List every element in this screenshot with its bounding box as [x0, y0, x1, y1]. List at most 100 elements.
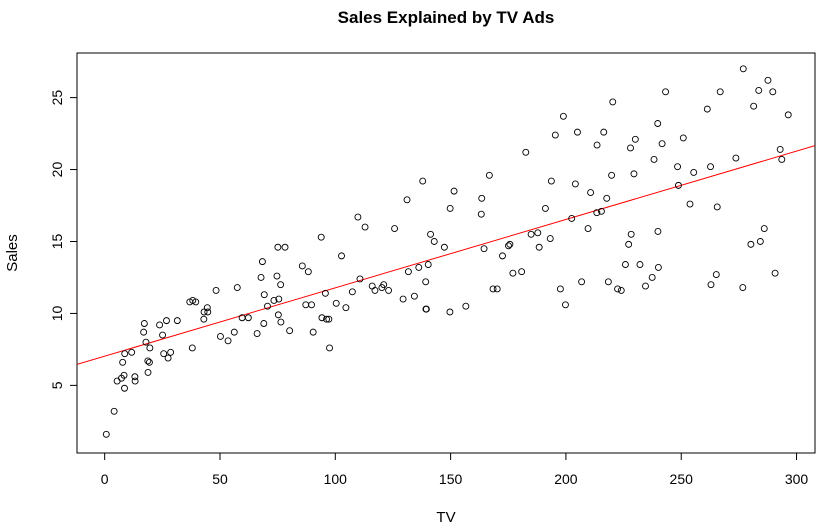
- chart-title: Sales Explained by TV Ads: [338, 8, 555, 27]
- data-point: [690, 168, 698, 176]
- data-point: [156, 321, 164, 329]
- data-point: [131, 377, 139, 385]
- data-point: [192, 298, 200, 306]
- data-point: [679, 134, 687, 142]
- data-point: [509, 269, 517, 277]
- data-point: [480, 245, 488, 253]
- data-point: [230, 328, 238, 336]
- regression-line: [77, 145, 815, 365]
- data-point: [102, 430, 110, 438]
- x-tick-label: 100: [324, 471, 348, 487]
- data-point: [304, 268, 312, 276]
- y-tick-label: 20: [49, 162, 65, 178]
- data-point: [631, 135, 639, 143]
- data-point: [354, 213, 362, 221]
- data-point: [593, 209, 601, 217]
- data-point: [764, 76, 772, 84]
- data-point: [260, 320, 268, 327]
- data-point: [648, 274, 656, 281]
- data-point: [621, 261, 629, 268]
- data-point: [707, 163, 714, 171]
- data-point: [140, 328, 148, 336]
- data-point: [625, 240, 633, 248]
- data-point: [450, 187, 458, 195]
- data-point: [404, 268, 412, 276]
- data-point: [654, 120, 662, 127]
- data-point: [275, 295, 283, 303]
- data-point: [188, 344, 196, 352]
- data-point: [617, 286, 625, 294]
- data-point: [636, 261, 644, 268]
- data-point: [302, 301, 310, 309]
- data-point: [556, 285, 564, 293]
- data-point: [298, 262, 306, 270]
- data-point: [654, 227, 662, 235]
- data-point: [603, 194, 611, 202]
- data-point: [424, 261, 432, 268]
- data-point: [562, 301, 569, 309]
- data-point: [422, 278, 430, 286]
- data-point: [546, 235, 554, 243]
- x-tick-label: 300: [785, 471, 809, 487]
- data-point: [650, 156, 658, 163]
- data-point: [204, 308, 212, 316]
- data-point: [485, 171, 493, 179]
- y-axis-label: Sales: [4, 234, 21, 272]
- data-point: [145, 358, 153, 366]
- data-point: [675, 181, 682, 189]
- data-point: [258, 258, 266, 266]
- data-point: [559, 112, 567, 120]
- data-point: [260, 291, 268, 299]
- data-point: [527, 230, 535, 238]
- data-point: [323, 315, 330, 323]
- data-point: [142, 338, 150, 346]
- data-point: [128, 348, 136, 356]
- data-point: [144, 357, 152, 365]
- data-point: [776, 145, 784, 153]
- data-point: [167, 348, 175, 356]
- data-point: [430, 238, 438, 245]
- data-point: [422, 305, 430, 313]
- x-axis: 0 50 100 150 200 250 300: [101, 452, 809, 487]
- data-point: [273, 272, 281, 280]
- data-point: [662, 88, 670, 96]
- y-tick-label: 15: [49, 233, 65, 249]
- data-point: [212, 286, 220, 294]
- data-point: [712, 271, 720, 279]
- data-point: [274, 243, 282, 251]
- data-point: [547, 177, 555, 185]
- data-point: [110, 407, 118, 415]
- data-point: [732, 154, 740, 162]
- data-point: [760, 225, 768, 232]
- data-point: [203, 304, 211, 312]
- data-point: [403, 196, 411, 204]
- x-tick-label: 0: [101, 471, 109, 487]
- data-point: [131, 373, 139, 381]
- data-point: [253, 330, 261, 338]
- data-point: [499, 252, 506, 260]
- data-point: [317, 233, 325, 241]
- data-point: [144, 368, 152, 376]
- data-point: [489, 285, 497, 293]
- data-point: [587, 189, 595, 197]
- data-point: [264, 302, 271, 310]
- y-tick-label: 5: [49, 381, 65, 389]
- data-point: [756, 238, 764, 245]
- data-point: [348, 288, 356, 296]
- data-point: [391, 225, 399, 232]
- data-point: [506, 240, 514, 248]
- data-point: [274, 311, 282, 319]
- data-point: [159, 331, 167, 339]
- data-point: [769, 88, 777, 96]
- data-point: [784, 111, 792, 119]
- data-point: [164, 354, 172, 362]
- data-point: [270, 297, 278, 304]
- data-point: [574, 128, 581, 136]
- data-point: [308, 301, 315, 309]
- data-point: [318, 314, 326, 322]
- data-point: [778, 156, 786, 163]
- data-point: [658, 140, 666, 148]
- data-point: [200, 308, 208, 316]
- plot-area: [77, 65, 815, 438]
